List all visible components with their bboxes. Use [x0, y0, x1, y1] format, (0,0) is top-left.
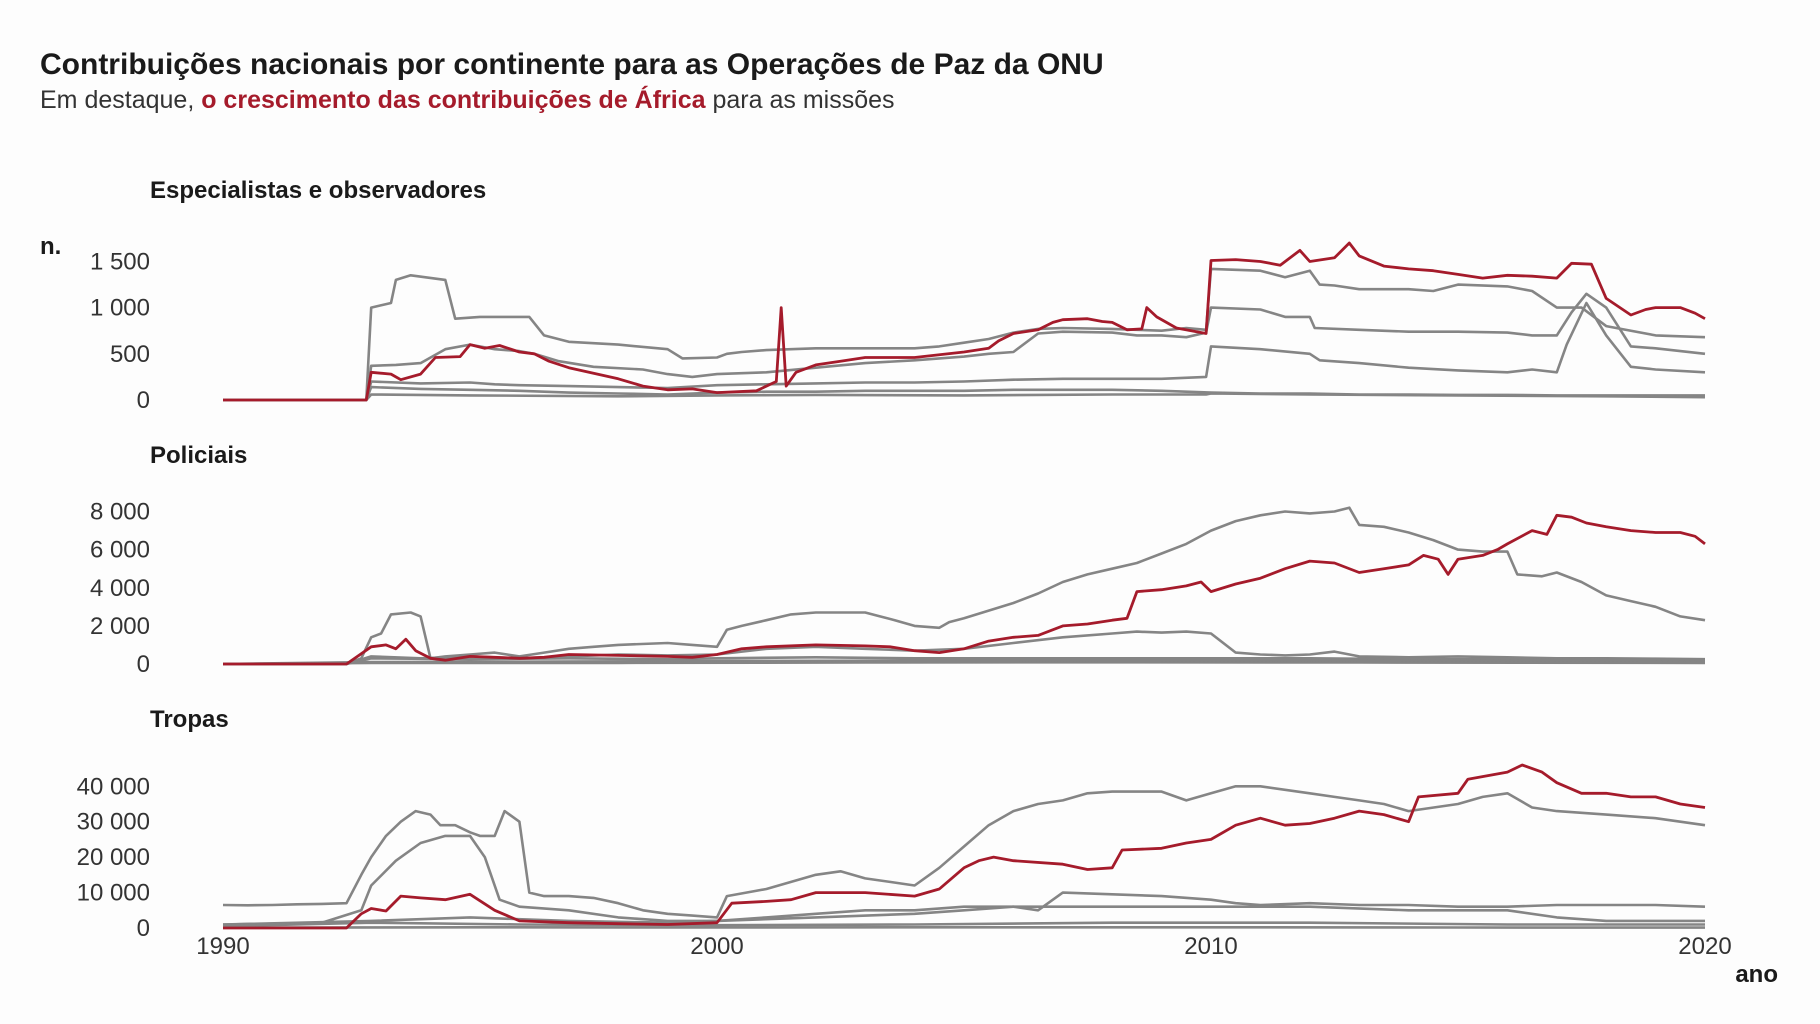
series-line-highlight: [223, 763, 1706, 930]
x-tick-label: 1990: [196, 933, 249, 960]
y-tick-label: 1 500: [90, 248, 150, 275]
y-tick-label: 2 000: [90, 613, 150, 640]
y-tick-label: 0: [137, 651, 150, 678]
x-tick-label: 2020: [1678, 933, 1731, 960]
series-line: [223, 392, 1706, 402]
subtitle-prefix: Em destaque,: [40, 86, 202, 114]
subtitle-highlight: o crescimento das contribuições de Áfric…: [201, 86, 706, 114]
facet-title: Policiais: [150, 442, 247, 469]
series-line: [223, 506, 1706, 666]
y-tick-label: 1 000: [90, 295, 150, 322]
y-axis-title: n.: [40, 233, 61, 260]
series-line: [223, 301, 1706, 402]
y-tick-label: 8 000: [90, 499, 150, 526]
series-line-highlight: [223, 513, 1706, 666]
series-line: [223, 385, 1705, 402]
chart-title: Contribuições nacionais por continente p…: [40, 48, 1104, 81]
y-tick-label: 500: [110, 341, 150, 368]
series-line: [223, 267, 1706, 402]
series-line: [222, 834, 1706, 926]
x-tick-label: 2000: [690, 933, 743, 960]
facet-title: Especialistas e observadores: [150, 177, 486, 204]
y-tick-label: 20 000: [77, 844, 150, 871]
y-tick-label: 10 000: [77, 880, 150, 907]
subtitle-suffix: para as missões: [705, 86, 895, 114]
y-tick-label: 40 000: [77, 773, 150, 800]
series-line-highlight: [223, 241, 1706, 402]
y-tick-label: 0: [137, 387, 150, 414]
y-tick-label: 4 000: [90, 575, 150, 602]
facet-title: Tropas: [150, 706, 229, 733]
series-line: [222, 661, 1706, 666]
y-tick-label: 0: [137, 915, 150, 942]
x-axis-title: ano: [1735, 961, 1778, 988]
chart-subtitle: Em destaque, o crescimento das contribui…: [40, 86, 895, 115]
series-line: [222, 785, 1706, 919]
y-tick-label: 30 000: [77, 809, 150, 836]
x-tick-label: 2010: [1184, 933, 1237, 960]
y-tick-label: 6 000: [90, 537, 150, 564]
series-line: [222, 921, 1705, 928]
series-line: [222, 905, 1705, 926]
